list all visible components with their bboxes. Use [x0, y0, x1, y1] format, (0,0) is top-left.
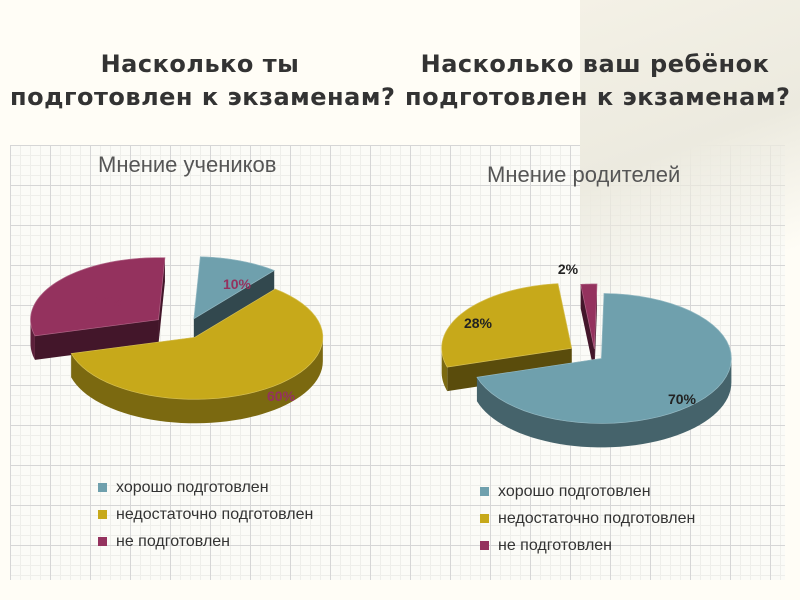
pie-slice-не-подготовлен — [580, 283, 598, 350]
legend-item-good: хорошо подготовлен — [98, 474, 313, 501]
parents-pie-chart: 70% 28% 2% — [441, 261, 732, 448]
pie-slice-не-подготовлен — [30, 257, 166, 337]
legend-label-good: хорошо подготовлен — [116, 478, 269, 496]
students-chart-title: Мнение учеников — [98, 152, 277, 177]
legend-item-insufficient: недостаточно подготовлен — [480, 505, 695, 532]
legend-label-not-ready: не подготовлен — [116, 532, 231, 550]
legend-swatch-insufficient — [98, 510, 107, 519]
pie-data-label: 28% — [464, 315, 493, 331]
pie-slice-wall-0-0 — [476, 358, 732, 448]
pie-slice-хорошо-подготовлен — [476, 293, 732, 424]
legend-item-insufficient: недостаточно подготовлен — [98, 501, 313, 528]
legend-swatch-not-ready — [480, 541, 489, 550]
pie-data-label: 10% — [223, 276, 252, 292]
legend-label-insufficient: недостаточно подготовлен — [116, 505, 314, 523]
legend-swatch-good — [480, 487, 489, 496]
parents-legend: хорошо подготовлен недостаточно подготов… — [480, 478, 695, 559]
legend-label-not-ready: не подготовлен — [498, 536, 613, 554]
right-question-line-1: Насколько ваш ребёнок — [420, 50, 770, 78]
legend-swatch-not-ready — [98, 537, 107, 546]
pie-slice-wall-1-0 — [441, 348, 448, 392]
pie-slice-wall-2-0 — [30, 319, 35, 360]
pie-data-label: 70% — [668, 391, 697, 407]
legend-item-good: хорошо подготовлен — [480, 478, 695, 505]
legend-swatch-good — [98, 483, 107, 492]
legend-item-not-ready: не подготовлен — [480, 532, 695, 559]
pie-slice-side-2-1 — [158, 257, 165, 344]
pie-slice-недостаточно-подготовлен — [70, 288, 324, 400]
pie-slice-недостаточно-подготовлен — [441, 283, 573, 368]
paper-corner-decoration — [580, 0, 800, 330]
left-question-heading: Насколько ты подготовлен к экзаменам? — [10, 48, 396, 114]
students-legend: хорошо подготовлен недостаточно подготов… — [98, 474, 313, 555]
parents-chart-title: Мнение родителей — [487, 162, 681, 187]
pie-slice-wall-1-0 — [71, 337, 323, 424]
legend-swatch-insufficient — [480, 514, 489, 523]
legend-item-not-ready: не подготовлен — [98, 528, 313, 555]
students-pie-chart: 10% 60% 30% — [30, 256, 324, 424]
pie-data-label: 30% — [95, 293, 124, 309]
pie-data-label: 2% — [558, 261, 579, 277]
legend-label-insufficient: недостаточно подготовлен — [498, 509, 696, 527]
left-question-line-1: Насколько ты — [100, 50, 300, 78]
right-question-heading: Насколько ваш ребёнок подготовлен к экза… — [405, 48, 791, 114]
left-question-line-2: подготовлен к экзаменам? — [10, 83, 396, 111]
pie-slice-side-2-0 — [580, 284, 595, 374]
pie-slice-side-2-0 — [34, 319, 159, 360]
pie-slice-side-0-1 — [193, 270, 275, 343]
pie-data-label: 60% — [267, 388, 296, 404]
legend-label-good: хорошо подготовлен — [498, 482, 651, 500]
right-question-line-2: подготовлен к экзаменам? — [405, 83, 791, 111]
pie-slice-хорошо-подготовлен — [193, 256, 276, 320]
